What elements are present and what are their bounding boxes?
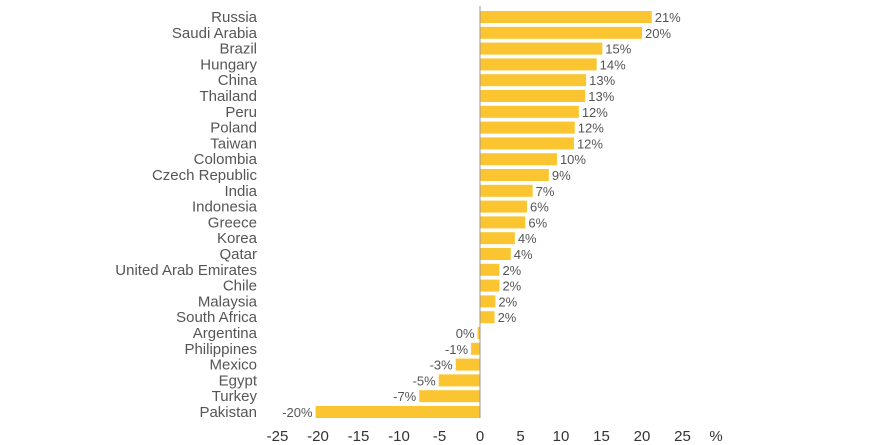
x-tick-label: 0	[476, 428, 484, 445]
category-label: Poland	[210, 120, 257, 137]
bar	[480, 248, 511, 260]
category-label: Taiwan	[210, 135, 257, 152]
value-label: -1%	[445, 342, 469, 357]
value-label: 12%	[578, 121, 604, 136]
x-unit-label: %	[709, 428, 722, 445]
bar	[480, 42, 603, 55]
value-label: 0%	[456, 326, 475, 341]
bar	[480, 105, 579, 118]
category-label: Russia	[211, 9, 258, 26]
category-label: Czech Republic	[152, 167, 258, 184]
bar	[438, 374, 480, 387]
bar	[480, 295, 496, 308]
x-tick-label: 5	[516, 428, 524, 445]
category-label: Mexico	[209, 357, 257, 374]
value-label: 2%	[502, 263, 521, 278]
value-label: 6%	[530, 200, 549, 215]
value-label: -20%	[282, 405, 313, 420]
bar	[480, 153, 557, 166]
value-label: 12%	[577, 136, 603, 151]
category-label: Thailand	[199, 88, 257, 105]
bar	[480, 232, 515, 245]
bar	[480, 216, 526, 229]
bar	[480, 26, 642, 39]
category-label: Brazil	[219, 41, 257, 58]
category-label: China	[218, 72, 258, 89]
bar	[480, 74, 587, 87]
x-tick-label: -15	[348, 428, 370, 445]
value-label: 13%	[588, 89, 614, 104]
value-label: 2%	[498, 310, 517, 325]
value-label: 12%	[582, 105, 608, 120]
category-label: Saudi Arabia	[172, 25, 258, 42]
value-label: 9%	[552, 168, 571, 183]
bar	[480, 311, 495, 324]
category-label: Colombia	[194, 151, 258, 168]
value-label: 20%	[645, 26, 671, 41]
bar	[480, 121, 575, 134]
bar	[480, 137, 574, 150]
value-label: 10%	[560, 152, 586, 167]
category-label: Peru	[225, 104, 257, 121]
x-tick-label: 10	[553, 428, 570, 445]
x-tick-label: -5	[433, 428, 446, 445]
value-label: 2%	[498, 294, 517, 309]
value-label: 2%	[502, 279, 521, 294]
bar	[315, 406, 480, 418]
category-label: Greece	[208, 214, 257, 231]
category-label: Pakistan	[199, 404, 257, 421]
value-label: 21%	[655, 10, 681, 25]
category-label: Turkey	[212, 388, 258, 405]
value-label: 13%	[589, 73, 615, 88]
bar	[480, 90, 586, 102]
bar	[455, 358, 480, 371]
x-tick-label: 25	[674, 428, 691, 445]
value-label: 14%	[600, 57, 626, 72]
x-tick-label: 15	[593, 428, 610, 445]
category-label: United Arab Emirates	[115, 262, 257, 279]
category-label: Korea	[217, 230, 258, 247]
value-label: 4%	[518, 231, 537, 246]
value-label: -7%	[393, 389, 417, 404]
bar	[480, 169, 549, 181]
bar	[480, 184, 533, 197]
bar	[477, 327, 480, 339]
x-tick-label: 20	[634, 428, 651, 445]
category-label: Chile	[223, 278, 257, 295]
bar	[480, 263, 500, 276]
category-label: Philippines	[184, 341, 257, 358]
category-label: Malaysia	[198, 293, 258, 310]
value-label: 6%	[528, 215, 547, 230]
category-label: Argentina	[193, 325, 258, 342]
value-label: 4%	[514, 247, 533, 262]
value-label: 15%	[605, 42, 631, 57]
bar	[480, 200, 527, 213]
bar	[471, 342, 480, 355]
category-label: Egypt	[219, 372, 258, 389]
category-label: Hungary	[200, 56, 257, 73]
value-label: 7%	[536, 184, 555, 199]
x-tick-label: -10	[388, 428, 410, 445]
bar	[480, 279, 500, 292]
category-label: Qatar	[219, 246, 257, 263]
bar	[480, 58, 597, 71]
bar	[419, 390, 480, 403]
value-label: -3%	[430, 358, 454, 373]
category-label: India	[224, 183, 257, 200]
x-tick-label: -25	[267, 428, 289, 445]
bar	[480, 11, 652, 23]
category-label: South Africa	[176, 309, 258, 326]
value-label: -5%	[413, 373, 437, 388]
x-tick-label: -20	[307, 428, 329, 445]
category-label: Indonesia	[192, 199, 258, 216]
